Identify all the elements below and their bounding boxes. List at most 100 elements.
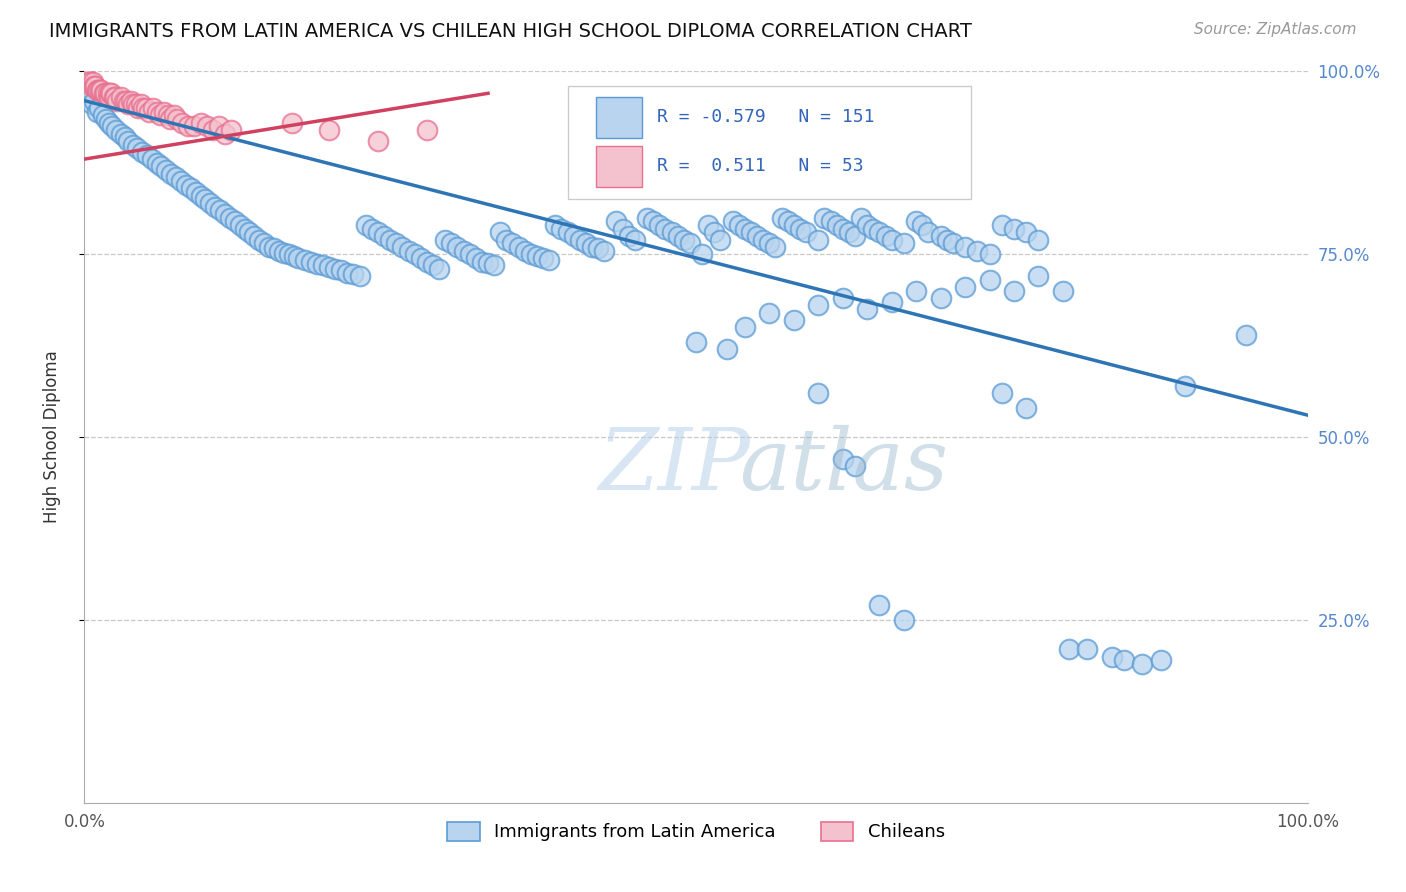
Point xyxy=(160,167,183,181)
Point xyxy=(502,236,524,251)
Point xyxy=(709,233,731,247)
Point xyxy=(98,87,121,101)
Point xyxy=(697,218,720,232)
Point xyxy=(770,211,793,225)
Point xyxy=(247,233,270,247)
Point xyxy=(905,214,928,228)
Point xyxy=(172,115,194,129)
Point xyxy=(508,240,530,254)
Point xyxy=(155,163,177,178)
Point xyxy=(87,101,110,115)
Point xyxy=(893,613,915,627)
Point xyxy=(550,221,572,235)
Point xyxy=(734,221,756,235)
Point xyxy=(716,343,738,357)
Point xyxy=(90,82,112,96)
Point xyxy=(273,245,295,260)
Point xyxy=(838,225,860,239)
Point xyxy=(83,78,105,93)
Point xyxy=(224,214,246,228)
Point xyxy=(911,218,934,232)
Point xyxy=(727,218,749,232)
Point xyxy=(953,240,976,254)
Point xyxy=(127,101,149,115)
Point xyxy=(219,211,242,225)
Point xyxy=(893,236,915,251)
Text: ZIP: ZIP xyxy=(598,425,749,508)
Point xyxy=(776,214,799,228)
Point xyxy=(149,108,172,122)
Point xyxy=(117,97,139,112)
Point xyxy=(214,207,236,221)
Point xyxy=(243,228,266,243)
Point xyxy=(538,253,561,268)
Point xyxy=(120,94,142,108)
Point xyxy=(115,94,138,108)
Point xyxy=(813,211,835,225)
Point xyxy=(404,247,426,261)
Point xyxy=(122,137,145,152)
Point xyxy=(195,119,218,133)
Point xyxy=(305,257,328,271)
Point xyxy=(612,221,634,235)
Point xyxy=(391,240,413,254)
Point xyxy=(283,249,305,263)
Point xyxy=(263,241,285,255)
FancyBboxPatch shape xyxy=(596,146,643,186)
Point xyxy=(94,87,117,101)
Text: atlas: atlas xyxy=(738,425,948,508)
Point xyxy=(204,200,226,214)
Text: Source: ZipAtlas.com: Source: ZipAtlas.com xyxy=(1194,22,1357,37)
Point xyxy=(495,233,517,247)
Point xyxy=(330,263,353,277)
Point xyxy=(367,134,389,148)
Point xyxy=(114,130,136,145)
Point xyxy=(440,236,463,251)
Point xyxy=(83,94,105,108)
Point xyxy=(520,247,543,261)
Point xyxy=(342,267,364,281)
Point xyxy=(862,221,884,235)
Point xyxy=(180,181,202,195)
Point xyxy=(471,254,494,268)
Point xyxy=(1150,653,1173,667)
Point xyxy=(1132,657,1154,671)
Point xyxy=(131,145,153,159)
Point xyxy=(96,112,118,126)
Point xyxy=(153,104,176,119)
Point xyxy=(209,203,232,218)
Point xyxy=(101,119,124,133)
Point xyxy=(299,254,322,268)
Point xyxy=(409,251,432,265)
Point xyxy=(91,108,114,122)
Point xyxy=(129,97,152,112)
Point xyxy=(93,87,115,101)
Point xyxy=(875,228,897,243)
Point xyxy=(312,258,335,272)
Point xyxy=(721,214,744,228)
Point xyxy=(1076,642,1098,657)
Point xyxy=(138,104,160,119)
Point xyxy=(294,253,316,268)
Point xyxy=(135,148,157,162)
Point xyxy=(367,225,389,239)
Point xyxy=(82,75,104,89)
Point xyxy=(605,214,627,228)
Point xyxy=(97,115,120,129)
Point xyxy=(80,97,103,112)
Point xyxy=(586,241,609,255)
Point xyxy=(856,301,879,317)
Point xyxy=(318,260,340,275)
Text: R =  0.511   N = 53: R = 0.511 N = 53 xyxy=(657,158,863,176)
Point xyxy=(991,218,1014,232)
Point xyxy=(531,251,554,265)
Point xyxy=(277,247,299,261)
Point xyxy=(825,218,848,232)
Point xyxy=(112,94,135,108)
Point xyxy=(427,261,450,276)
Point xyxy=(380,233,402,247)
Point xyxy=(458,247,481,261)
Point xyxy=(166,112,188,126)
Point xyxy=(110,90,132,104)
Point xyxy=(156,108,179,122)
